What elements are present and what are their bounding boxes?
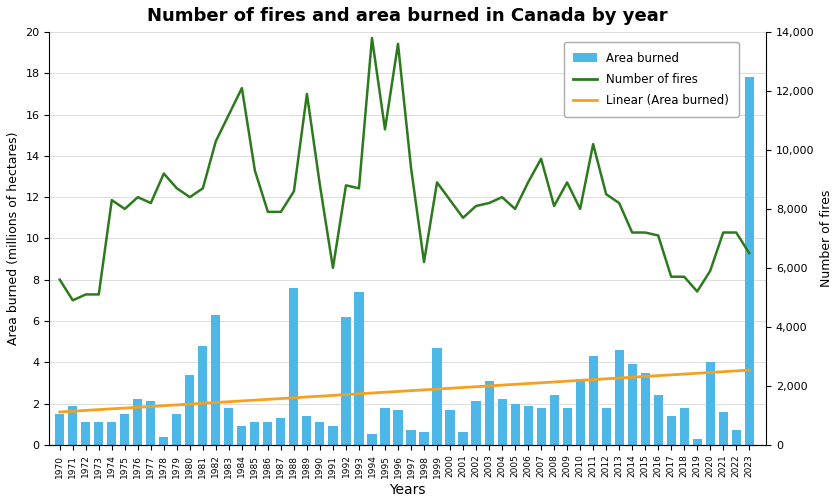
Y-axis label: Area burned (millions of hectares): Area burned (millions of hectares): [7, 132, 20, 345]
Bar: [497, 399, 507, 445]
Legend: Area burned, Number of fires, Linear (Area burned): Area burned, Number of fires, Linear (Ar…: [564, 42, 738, 116]
Bar: [328, 426, 338, 445]
Bar: [120, 414, 129, 445]
Bar: [172, 414, 181, 445]
Bar: [693, 438, 701, 445]
Bar: [654, 395, 663, 445]
Bar: [146, 402, 155, 445]
Bar: [745, 78, 753, 445]
Bar: [354, 292, 364, 445]
Bar: [485, 381, 494, 445]
Bar: [264, 422, 272, 445]
Bar: [238, 426, 246, 445]
Bar: [94, 422, 103, 445]
Bar: [55, 414, 65, 445]
Bar: [81, 422, 91, 445]
Bar: [186, 374, 194, 445]
Bar: [563, 408, 572, 445]
Bar: [641, 372, 649, 445]
Title: Number of fires and area burned in Canada by year: Number of fires and area burned in Canad…: [148, 7, 668, 25]
Bar: [160, 436, 168, 445]
Bar: [511, 404, 520, 445]
Bar: [341, 317, 350, 445]
Bar: [68, 406, 77, 445]
Bar: [407, 430, 416, 445]
Bar: [575, 379, 585, 445]
Bar: [445, 410, 454, 445]
X-axis label: Years: Years: [390, 483, 426, 497]
Bar: [615, 350, 624, 445]
Bar: [108, 422, 117, 445]
Bar: [589, 356, 598, 445]
Bar: [471, 402, 480, 445]
Bar: [459, 432, 468, 445]
Bar: [537, 408, 546, 445]
Bar: [315, 422, 324, 445]
Bar: [419, 432, 428, 445]
Bar: [601, 408, 611, 445]
Bar: [433, 348, 442, 445]
Y-axis label: Number of fires: Number of fires: [820, 190, 833, 287]
Bar: [367, 434, 376, 445]
Bar: [393, 410, 402, 445]
Bar: [224, 408, 234, 445]
Bar: [667, 416, 675, 445]
Bar: [250, 422, 260, 445]
Bar: [680, 408, 689, 445]
Bar: [381, 408, 390, 445]
Bar: [627, 364, 637, 445]
Bar: [549, 395, 559, 445]
Bar: [212, 315, 220, 445]
Bar: [523, 406, 533, 445]
Bar: [134, 399, 142, 445]
Bar: [732, 430, 741, 445]
Bar: [276, 418, 286, 445]
Bar: [289, 288, 298, 445]
Bar: [719, 412, 727, 445]
Bar: [302, 416, 312, 445]
Bar: [706, 362, 715, 445]
Bar: [198, 346, 207, 445]
